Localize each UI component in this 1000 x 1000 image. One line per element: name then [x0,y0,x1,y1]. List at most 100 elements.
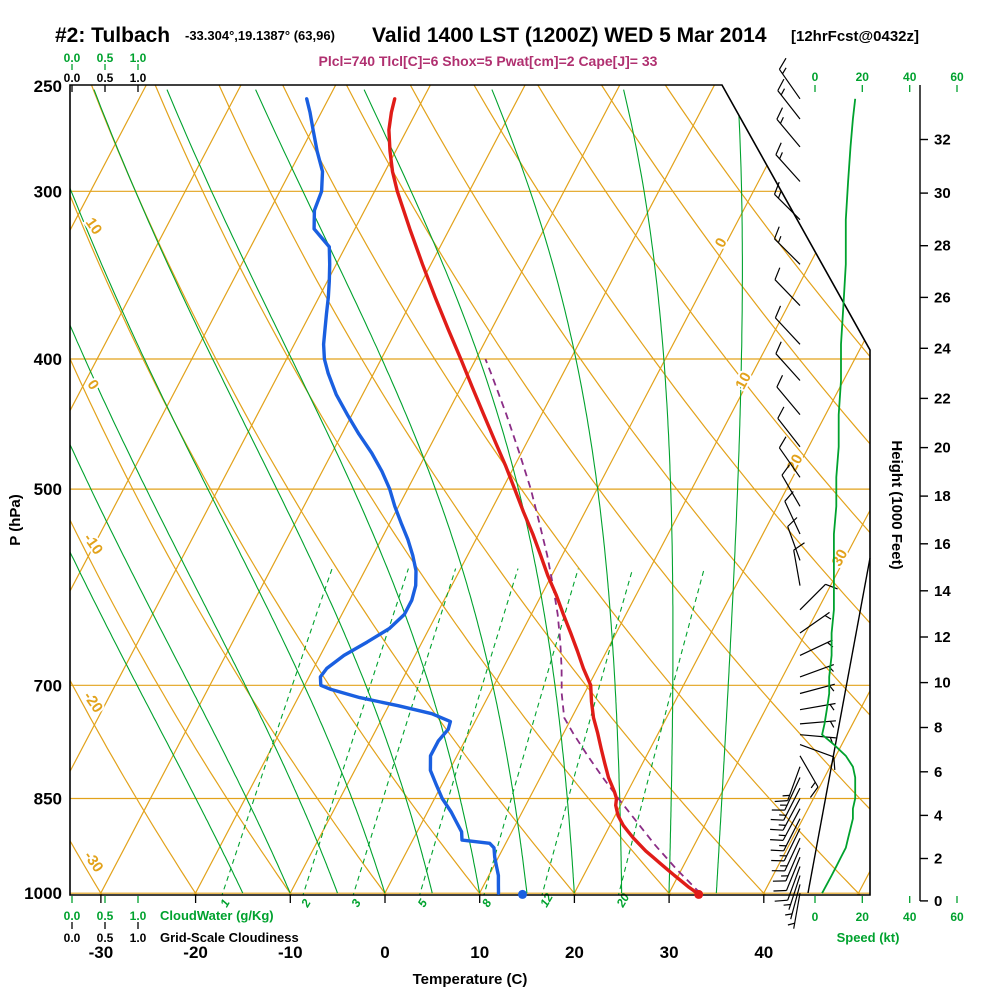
height-tick-label: 22 [934,390,951,407]
wind-barb [783,787,801,821]
plot-border [69,84,871,896]
wind-barb-feather [774,899,788,902]
height-tick-label: 30 [934,185,951,202]
cloudwater-tick-label: 0.0 [64,909,81,923]
wind-barb-feather [781,67,787,75]
height-tick-label: 14 [934,583,951,600]
temperature-axis-title: Temperature (C) [413,971,528,988]
isotherm-line [70,85,242,895]
temp-tick-label: -10 [278,943,303,962]
height-tick-label: 16 [934,536,951,553]
wind-barb [783,828,801,862]
cloudiness-tick-label: 1.0 [130,931,147,945]
wind-barb-feather [829,704,835,711]
wind-barb [774,317,801,345]
temp-tick-label: 40 [754,943,773,962]
temp-tick-label: -20 [183,943,208,962]
wind-barb [784,837,801,872]
pressure-tick-label: 850 [34,790,62,809]
wind-barb [787,526,801,561]
dry-adiabat-line [920,85,1000,905]
wind-barb [784,501,801,535]
wind-barb-feather [824,614,832,620]
mixing-ratio-line [617,568,705,895]
cloudiness-tick-label: 0.5 [97,71,114,85]
pressure-tick-label: 250 [34,77,62,96]
wind-barb [776,118,801,148]
dry-adiabat-line [282,85,870,895]
wind-barb-feather [776,107,784,120]
wind-barb-feather [774,267,781,280]
cloudiness-tick-label: 0.0 [64,71,81,85]
wind-barb [799,744,835,758]
dewpoint-curve [305,97,501,895]
dry-adiabat-label: 10 [82,215,105,238]
wind-barb-feather [770,818,784,821]
height-tick-label: 32 [934,132,951,149]
wind-barb [788,875,801,910]
temp-tick-label: -30 [89,943,114,962]
wind-barb-feather [777,78,785,91]
wind-barb-feather [775,142,782,155]
pressure-tick-label: 700 [34,676,62,695]
wind-barb-feather [779,152,783,160]
wind-barb [799,720,836,725]
dry-adiabat-line [218,85,775,895]
speed-curve [821,98,857,894]
wind-barb [787,766,801,801]
isotherm-line [383,85,810,895]
wind-barb-feather [780,88,786,96]
cloudwater-tick-label: 1.0 [130,51,147,65]
wind-barb-feather [781,464,791,476]
temp-tick-label: 30 [660,943,679,962]
wind-barb [799,611,830,634]
moist-adiabat-line [70,89,244,894]
height-tick-label: 6 [934,764,942,781]
wind-barb-feather [783,903,791,906]
wind-barb-feather [779,116,784,124]
dry-adiabat-line [473,85,870,895]
speed-tick-label: 0 [812,910,819,924]
wind-barb [777,418,801,448]
height-tick-label: 8 [934,720,942,737]
mixing-ratio-label: 2 [298,896,314,910]
wind-barbs [770,57,838,929]
wind-barb-feather [777,406,785,419]
mixing-ratio-label: 5 [415,896,431,909]
wind-barb [799,664,835,678]
wind-barb-feather [777,191,782,199]
wind-barb-feather [770,828,784,831]
dry-adiabat-line [90,85,585,895]
wind-barb [774,193,801,221]
isotherm-label: 10 [732,370,755,393]
station-coordinates: -33.304°,19.1387° (63,96) [185,28,335,43]
dry-adiabat-line [70,85,204,895]
wind-barb [793,893,801,929]
isotherm-label: 0 [712,235,731,250]
wind-barb [774,238,801,265]
dry-adiabat-line [728,85,870,895]
wind-barb-feather [777,235,782,243]
mixing-ratio-line [540,568,634,895]
moist-adiabat-line [70,89,386,894]
speed-tick-label: 20 [856,910,870,924]
wind-barb-feather [778,436,787,449]
wind-barb-feather [778,824,786,826]
page-title: #2: Tulbach [55,24,170,47]
surface-temperature-dot [694,889,704,899]
wind-barb-feather [773,889,787,892]
speed-tick-label: 20 [856,70,870,84]
mixing-ratio-label: 3 [348,896,364,909]
moist-adiabat-line [623,89,674,894]
cloudwater-tick-label: 1.0 [130,909,147,923]
height-tick-label: 24 [934,340,951,357]
dry-adiabat-line [600,85,870,895]
height-tick-label: 18 [934,488,951,505]
wind-barb [777,90,801,120]
valid-time-title: Valid 1400 LST (1200Z) WED 5 Mar 2014 [372,24,767,47]
moist-adiabat-and-mixing-ratio-lines [70,89,743,895]
wind-barb-feather [773,181,780,195]
forecast-note: [12hrFcst@0432z] [791,28,919,45]
wind-barb [790,884,801,920]
wind-barb-feather [782,794,790,797]
